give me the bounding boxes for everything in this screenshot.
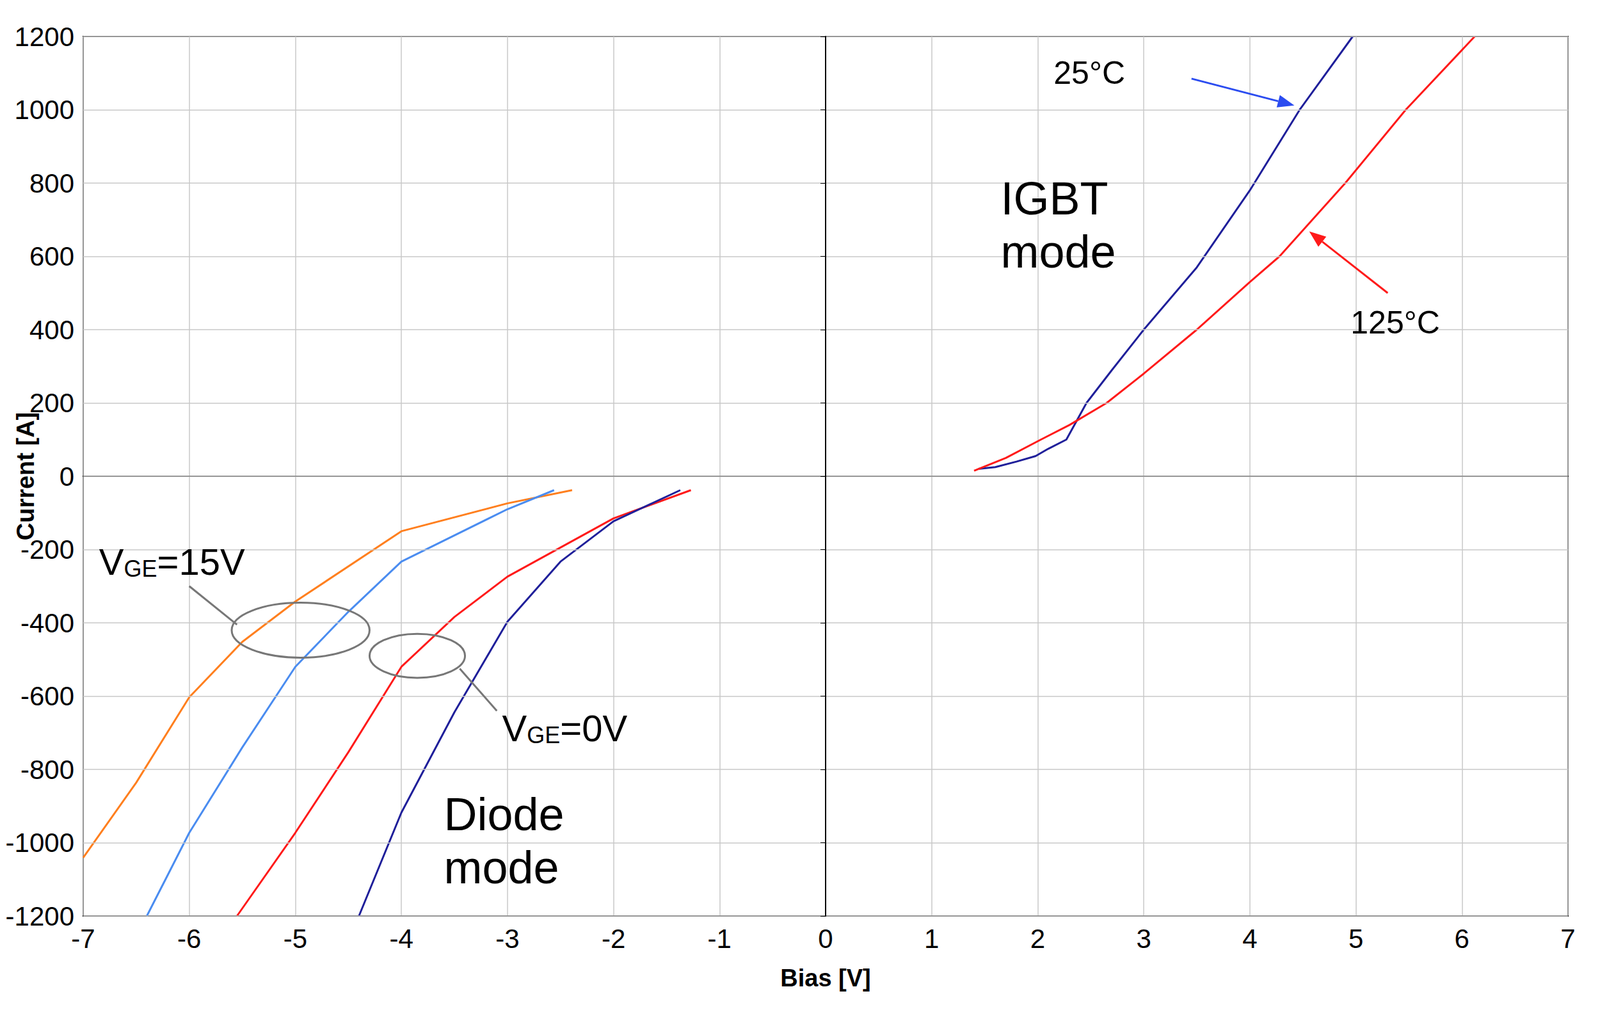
svg-text:-1: -1: [707, 923, 732, 954]
svg-text:-5: -5: [283, 923, 308, 954]
svg-text:1: 1: [924, 923, 939, 954]
svg-text:-600: -600: [20, 680, 75, 712]
svg-text:7: 7: [1560, 923, 1576, 954]
svg-text:1200: 1200: [14, 21, 75, 52]
svg-text:400: 400: [29, 314, 75, 345]
svg-text:-6: -6: [177, 923, 201, 954]
svg-text:-800: -800: [20, 754, 75, 785]
svg-text:200: 200: [29, 387, 75, 418]
svg-text:3: 3: [1136, 923, 1151, 954]
svg-text:-7: -7: [71, 923, 95, 954]
svg-text:-200: -200: [20, 534, 75, 565]
svg-text:0: 0: [59, 461, 75, 492]
svg-text:4: 4: [1242, 923, 1257, 954]
svg-text:Diode: Diode: [443, 788, 564, 840]
svg-text:0: 0: [817, 923, 833, 954]
svg-text:25°C: 25°C: [1053, 55, 1126, 91]
svg-text:5: 5: [1348, 923, 1364, 954]
svg-text:6: 6: [1454, 923, 1470, 954]
svg-text:Current [A]: Current [A]: [12, 412, 40, 541]
svg-text:GE: GE: [526, 721, 560, 749]
svg-text:-1200: -1200: [5, 901, 75, 932]
svg-text:600: 600: [29, 241, 75, 272]
svg-text:V: V: [99, 540, 125, 583]
svg-text:IGBT: IGBT: [1000, 172, 1108, 224]
svg-text:=15V: =15V: [157, 540, 246, 583]
svg-text:-4: -4: [389, 923, 413, 954]
svg-text:-2: -2: [601, 923, 626, 954]
svg-text:125°C: 125°C: [1350, 304, 1440, 341]
svg-text:2: 2: [1030, 923, 1046, 954]
svg-text:GE: GE: [124, 555, 158, 582]
svg-text:mode: mode: [443, 841, 559, 893]
svg-text:Bias [V]: Bias [V]: [780, 964, 871, 992]
svg-text:=0V: =0V: [560, 707, 628, 749]
svg-text:mode: mode: [1000, 225, 1116, 278]
svg-text:-3: -3: [495, 923, 520, 954]
svg-text:-1000: -1000: [5, 827, 75, 858]
svg-text:800: 800: [29, 168, 75, 199]
svg-text:-400: -400: [20, 608, 75, 639]
svg-text:1000: 1000: [14, 94, 75, 125]
svg-text:V: V: [502, 707, 528, 749]
